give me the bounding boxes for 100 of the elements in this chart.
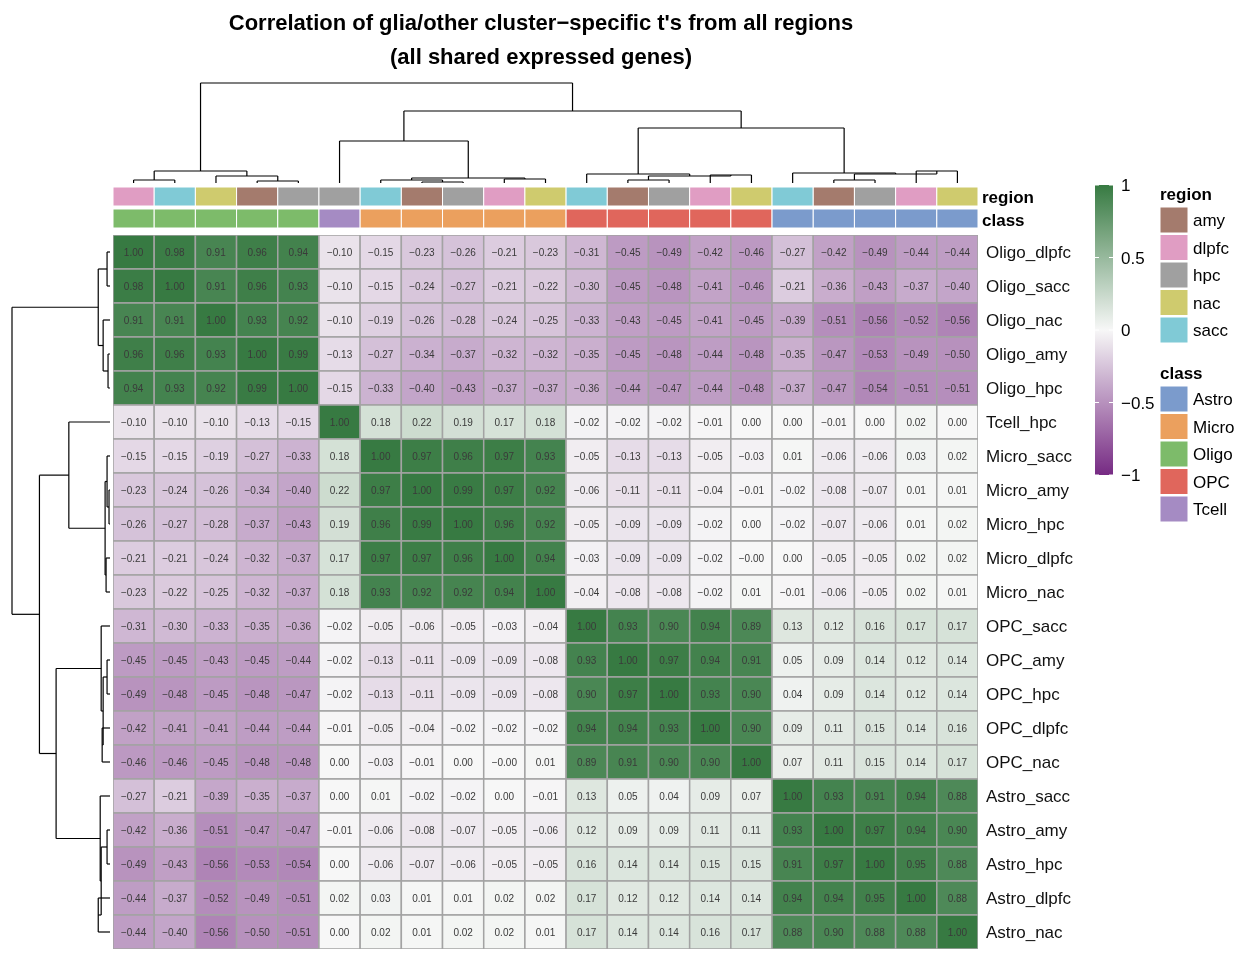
y-tick-label: OPC_amy (986, 651, 1065, 671)
data-label: 0.01 (412, 926, 433, 938)
data-label: 0.94 (700, 654, 721, 666)
data-label: −0.53 (244, 858, 271, 870)
data-label: −0.51 (944, 382, 971, 394)
data-label: −0.25 (203, 586, 230, 598)
data-label: −0.27 (450, 280, 477, 292)
data-label: 0.14 (700, 892, 721, 904)
data-label: 1.00 (618, 654, 639, 666)
data-label: −0.09 (656, 552, 683, 564)
data-label: 0.17 (494, 416, 515, 428)
data-label: −0.23 (409, 246, 436, 258)
data-label: −0.25 (532, 314, 559, 326)
data-label: 0.91 (865, 790, 886, 802)
data-label: −0.02 (450, 722, 477, 734)
data-label: −0.06 (532, 824, 559, 836)
data-label: 0.97 (412, 552, 433, 564)
data-label: −0.36 (574, 382, 600, 394)
data-label: 0.11 (824, 722, 844, 734)
data-label: −0.33 (203, 620, 230, 632)
data-label: −0.05 (574, 518, 600, 530)
data-label: −0.44 (285, 654, 312, 666)
data-label: 0.94 (824, 892, 844, 904)
data-label: −0.51 (821, 314, 847, 326)
data-label: −0.02 (779, 518, 806, 530)
data-label: −0.37 (162, 892, 188, 904)
data-label: −0.44 (697, 348, 724, 360)
data-label: 0.19 (329, 518, 350, 530)
data-label: −0.00 (491, 756, 518, 768)
data-label: −0.51 (285, 926, 312, 938)
data-label: 0.19 (453, 416, 474, 428)
data-label: −0.33 (368, 382, 394, 394)
data-label: 0.14 (947, 688, 968, 700)
data-label: 0.15 (865, 722, 886, 734)
data-label: −0.04 (697, 484, 724, 496)
data-label: 0.93 (288, 280, 309, 292)
y-tick-label: OPC_hpc (986, 685, 1061, 705)
data-label: −0.40 (162, 926, 188, 938)
data-label: 0.91 (206, 246, 227, 258)
data-label: −0.01 (326, 722, 353, 734)
data-label: 0.02 (453, 926, 474, 938)
data-label: 0.12 (576, 824, 597, 836)
data-label: 1.00 (412, 484, 433, 496)
data-label: 0.01 (453, 892, 474, 904)
data-label: −0.50 (244, 926, 271, 938)
data-label: 0.11 (700, 824, 721, 836)
data-label: −0.43 (615, 314, 641, 326)
data-label: 0.01 (906, 518, 927, 530)
data-label: −0.26 (409, 314, 436, 326)
data-label: −0.27 (162, 518, 188, 530)
data-label: −0.05 (368, 722, 394, 734)
data-label: 0.93 (165, 382, 185, 394)
color-bar-label: 0.5 (1121, 248, 1145, 268)
data-label: −0.05 (450, 620, 477, 632)
data-label: −0.21 (491, 246, 518, 258)
data-label: −0.13 (656, 450, 683, 462)
data-label: 0.01 (535, 756, 556, 768)
data-label: 0.18 (329, 586, 350, 598)
data-label: 0.98 (123, 280, 144, 292)
data-label: 0.15 (700, 858, 721, 870)
data-label: −0.10 (120, 416, 147, 428)
data-label: 0.97 (371, 552, 391, 564)
data-label: −0.24 (203, 552, 230, 564)
data-label: 1.00 (782, 790, 803, 802)
data-label: 1.00 (494, 552, 515, 564)
y-tick-label: Oligo_sacc (986, 277, 1071, 297)
data-label: 1.00 (700, 722, 721, 734)
data-label: −0.45 (615, 348, 641, 360)
y-tick-label: Micro_hpc (986, 515, 1065, 535)
data-label: −0.41 (162, 722, 188, 734)
color-bar-label: −1 (1121, 466, 1141, 485)
text: class (1160, 364, 1203, 383)
data-label: 0.14 (659, 858, 680, 870)
data-label: −0.42 (120, 824, 147, 836)
data-label: 0.93 (782, 824, 803, 836)
data-label: −0.44 (244, 722, 271, 734)
data-label: −0.02 (326, 654, 353, 666)
data-label: −0.33 (574, 314, 600, 326)
data-label: 0.16 (865, 620, 886, 632)
data-label: 0.96 (247, 280, 268, 292)
data-label: −0.04 (532, 620, 559, 632)
data-label: 0.99 (247, 382, 268, 394)
data-label: 0.00 (741, 416, 762, 428)
data-label: −0.45 (203, 688, 230, 700)
data-label: −0.49 (120, 858, 147, 870)
data-label: −0.30 (162, 620, 188, 632)
data-label: 1.00 (947, 926, 968, 938)
data-label: −0.44 (697, 382, 724, 394)
data-label: 0.94 (535, 552, 556, 564)
data-label: −0.43 (203, 654, 230, 666)
data-label: 0.94 (906, 790, 927, 802)
data-label: 0.04 (659, 790, 680, 802)
data-label: −0.45 (162, 654, 188, 666)
data-label: 0.97 (412, 450, 433, 462)
data-label: 0.92 (535, 518, 556, 530)
data-label: 1.00 (576, 620, 597, 632)
data-label: 0.90 (947, 824, 968, 836)
data-label: 0.91 (618, 756, 639, 768)
y-tick-label: Astro_sacc (986, 787, 1071, 807)
data-label: 0.14 (659, 926, 680, 938)
